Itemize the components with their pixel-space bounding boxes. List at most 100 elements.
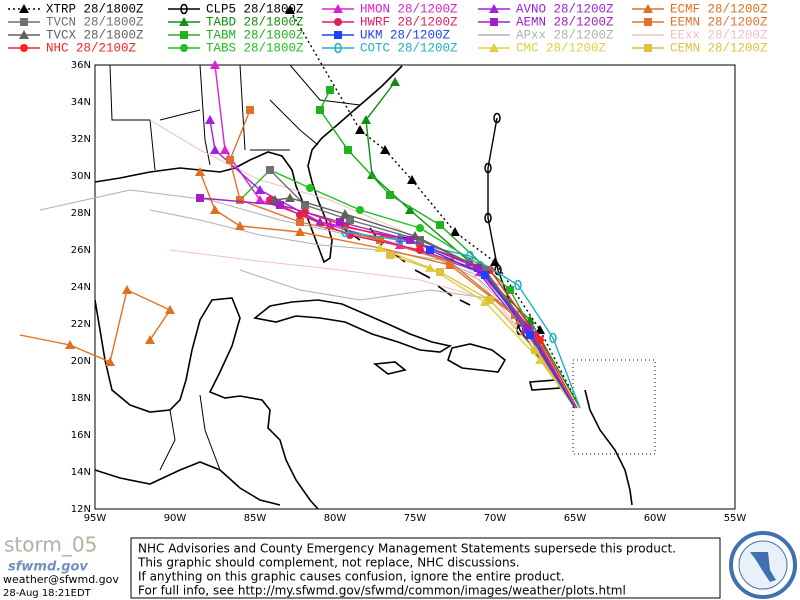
marker: [266, 166, 274, 174]
lon-label: 80W: [324, 513, 347, 524]
marker: [205, 115, 215, 124]
axis-labels: 36N34N32N30N28N26N24N22N20N18N16N14N12N9…: [71, 60, 747, 524]
marker: [165, 305, 175, 314]
marker: [341, 226, 349, 238]
marker: [376, 236, 384, 244]
marker: [340, 209, 350, 218]
lon-label: 55W: [724, 513, 747, 524]
marker: [416, 224, 424, 232]
legend-label: CMC 28/1200Z: [516, 41, 607, 55]
legend-label: HWRF 28/1200Z: [360, 15, 458, 29]
marker: [380, 145, 390, 154]
notice-line: This graphic should complement, not repl…: [137, 556, 520, 570]
marker: [524, 324, 532, 332]
legend-label: AVNO 28/1200Z: [516, 2, 614, 16]
marker: [20, 44, 28, 52]
marker: [490, 18, 498, 26]
coastlines: [94, 64, 633, 510]
marker: [367, 170, 377, 179]
marker: [436, 268, 444, 276]
marker: [484, 212, 492, 224]
marker: [255, 195, 265, 204]
lon-label: 85W: [244, 513, 267, 524]
marker: [122, 285, 132, 294]
marker: [180, 3, 188, 15]
marker: [549, 332, 557, 344]
marker: [406, 236, 414, 244]
lon-label: 90W: [164, 513, 187, 524]
marker: [19, 30, 29, 39]
marker: [180, 44, 188, 52]
marker: [20, 18, 28, 26]
marker: [474, 264, 482, 272]
marker: [334, 31, 342, 39]
marker: [436, 221, 444, 229]
legend-label: CLP5 28/1800Z: [206, 2, 304, 16]
marker: [306, 184, 314, 192]
marker: [333, 4, 343, 13]
legend-label: AEMN 28/1200Z: [516, 15, 614, 29]
marker: [65, 340, 75, 349]
lat-label: 24N: [71, 282, 91, 293]
marker: [105, 357, 115, 366]
marker: [536, 336, 544, 344]
lat-label: 28N: [71, 208, 91, 219]
marker: [514, 279, 522, 291]
marker: [210, 145, 220, 154]
marker: [210, 60, 220, 69]
lat-label: 26N: [71, 245, 91, 256]
marker: [285, 5, 295, 14]
marker: [506, 286, 514, 294]
marker: [426, 246, 434, 254]
legend-label: TVCN 28/1800Z: [46, 15, 144, 29]
marker: [255, 185, 265, 194]
marker: [19, 4, 29, 13]
marker: [355, 125, 365, 134]
track: [149, 119, 576, 406]
marker: [407, 175, 417, 184]
lon-label: 70W: [484, 513, 507, 524]
marker: [210, 205, 220, 214]
lat-label: 14N: [71, 467, 91, 478]
marker: [344, 146, 352, 154]
track: [429, 249, 576, 409]
marker: [493, 112, 501, 124]
notice-line: If anything on this graphic causes confu…: [138, 570, 565, 584]
marker: [526, 331, 534, 339]
marker: [375, 243, 385, 252]
lon-label: 65W: [564, 513, 587, 524]
lat-label: 16N: [71, 430, 91, 441]
marker: [316, 106, 324, 114]
marker: [180, 31, 188, 39]
marker: [235, 221, 245, 230]
notice-line: For full info, see http://my.sfwmd.gov/s…: [138, 584, 626, 598]
site-logo: sfwmd.gov: [8, 560, 88, 575]
legend-label: APxx 28/1200Z: [516, 28, 614, 42]
legend: XTRP 28/1800Z CLP5 28/1800Z HMON 28/1200Z A…: [8, 2, 768, 55]
notice-line: NHC Advisories and County Emergency Mana…: [138, 542, 676, 556]
email: weather@sfwmd.gov: [3, 573, 119, 586]
marker: [295, 227, 305, 236]
legend-label: EEMN 28/1200Z: [670, 15, 768, 29]
lat-label: 30N: [71, 171, 91, 182]
track: [344, 231, 581, 409]
legend-label: HMON 28/1200Z: [360, 2, 458, 16]
marker: [405, 205, 415, 214]
marker: [396, 234, 404, 246]
legend-label: TABS 28/1800Z: [206, 41, 304, 55]
marker: [296, 218, 304, 226]
marker: [145, 335, 155, 344]
track: [19, 289, 172, 363]
legend-label: COTC 28/1200Z: [360, 41, 458, 55]
marker: [486, 296, 494, 304]
marker: [466, 250, 474, 262]
marker: [236, 196, 244, 204]
notice-box: [130, 537, 721, 599]
marker: [179, 17, 189, 26]
marker: [226, 156, 234, 164]
marker: [334, 18, 342, 26]
lat-label: 12N: [71, 504, 91, 515]
lat-label: 34N: [71, 97, 91, 108]
legend-label: EExx 28/1200Z: [670, 28, 768, 42]
